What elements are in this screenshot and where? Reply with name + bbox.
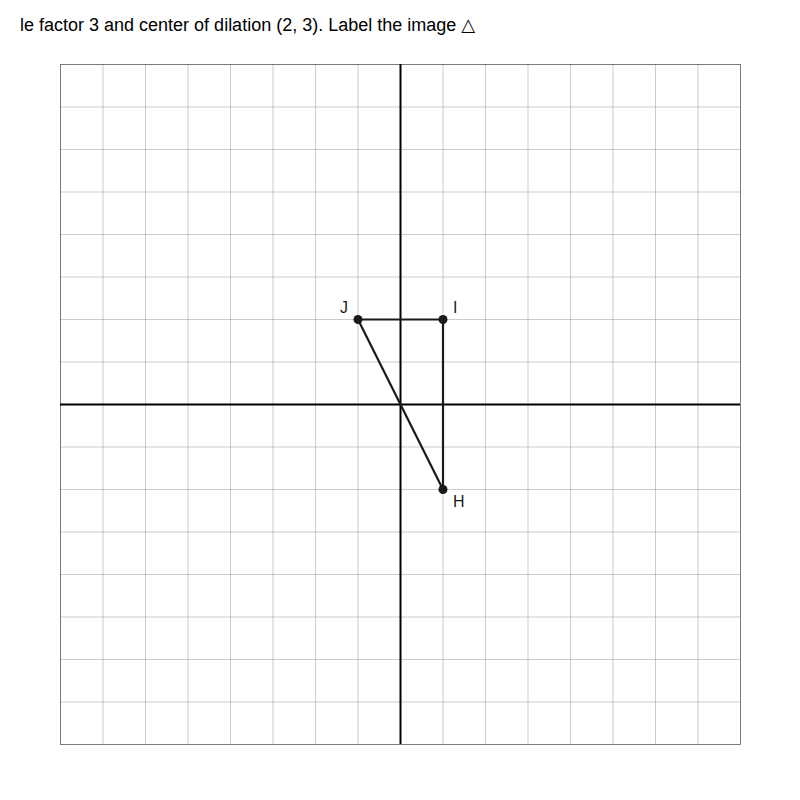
svg-text:J: J <box>340 299 348 316</box>
svg-text:H: H <box>453 493 465 510</box>
html-text:le factor 3 and center of dila: le factor 3 and center of dilation (2, 3… <box>20 15 476 35</box>
svg-text:I: I <box>453 299 457 316</box>
